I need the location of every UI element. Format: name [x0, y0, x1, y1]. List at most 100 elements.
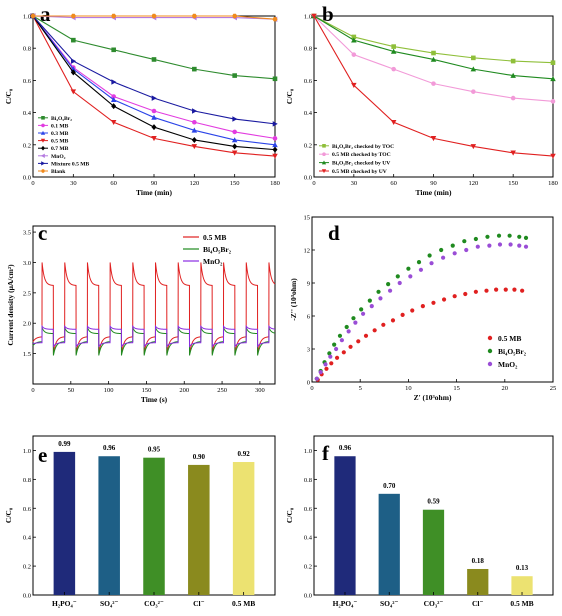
data-point — [550, 76, 556, 82]
y-tick-label: 0.8 — [304, 477, 312, 484]
y-tick-label: 1.0 — [23, 448, 31, 455]
x-tick-label: 180 — [270, 180, 280, 187]
bar-value-label: 0.96 — [103, 444, 116, 452]
data-point — [311, 13, 317, 19]
data-point — [427, 253, 432, 258]
x-tick-label: 150 — [230, 180, 240, 187]
series-line — [32, 15, 276, 80]
legend: 0.5 MB Bi₄O₅Br₂ MnO₂ — [487, 334, 527, 369]
data-point — [418, 267, 424, 272]
data-point — [387, 288, 393, 293]
data-point — [369, 304, 374, 309]
bar — [467, 568, 489, 595]
y-tick-label: 1.5 — [23, 351, 31, 358]
series-0.5 MB — [30, 13, 278, 159]
bar — [334, 456, 356, 595]
data-point — [359, 307, 364, 312]
legend-marker — [487, 335, 493, 341]
data-point — [471, 55, 476, 61]
data-point — [324, 366, 329, 371]
y-tick-label: 0.0 — [304, 175, 312, 182]
data-point — [431, 81, 436, 86]
series-Blank — [30, 13, 278, 22]
legend-marker — [487, 348, 493, 354]
data-point — [232, 13, 238, 19]
y-axis-label: C/C₀ — [4, 507, 13, 523]
data-point — [475, 244, 480, 249]
legend-label: Bi₄O₅Br₂ checked by UV — [332, 161, 390, 167]
legend-label: 0.1 MB — [51, 123, 69, 129]
panel-a: 0.0 0.2 0.4 0.6 0.8 1.0 0 30 60 90 120 150 180 Time (… — [4, 2, 280, 197]
data-point — [192, 108, 198, 114]
x-tick-label: 0 — [312, 180, 315, 187]
data-point — [111, 13, 117, 19]
data-point — [191, 136, 197, 143]
data-point — [272, 142, 278, 148]
y-tick-label: 0.2 — [23, 142, 31, 149]
x-tick-label: 0 — [31, 387, 34, 394]
x-tick-label: 90 — [430, 180, 437, 187]
series-line — [32, 15, 276, 157]
category-label: Cl⁻ — [472, 599, 484, 608]
legend: 0.5 MB Bi₄O₅Br₂ MnO₂ — [183, 233, 232, 266]
data-point — [390, 48, 397, 54]
x-tick-label: 20 — [502, 385, 509, 392]
legend-label: 0.5 MB checked by TOC — [332, 152, 391, 158]
data-point — [372, 328, 377, 333]
x-tick-label: 25 — [550, 385, 557, 392]
x-tick-label: 50 — [68, 387, 75, 394]
legend-label: MnO₂ — [498, 360, 518, 369]
data-point — [192, 66, 197, 72]
y-tick-label: 1.0 — [304, 14, 312, 21]
data-point — [151, 108, 157, 114]
legend-label: 0.3 MB — [51, 131, 69, 137]
panel-e: 0.0 0.2 0.4 0.6 0.8 1.0 C/C₀ e 0.99 H₂PO₄⁻ 0.96 SO₄… — [4, 435, 276, 608]
legend-marker — [41, 116, 45, 120]
data-point — [314, 376, 319, 381]
data-point — [378, 296, 383, 301]
bar — [511, 576, 533, 595]
data-point — [390, 318, 396, 323]
plot-frame — [32, 225, 276, 385]
series-line — [313, 15, 554, 157]
x-axis-label: Time (min) — [416, 188, 452, 197]
panel-letter: e — [38, 443, 47, 467]
y-tick-label: 0.2 — [304, 564, 312, 571]
x-axis-label: Z' (10³ohm) — [414, 393, 452, 402]
data-point — [503, 287, 508, 292]
category-label: SO₄²⁻ — [380, 599, 399, 608]
y-tick-label: 1.0 — [23, 14, 31, 21]
data-point — [272, 153, 278, 159]
y-tick-label: 15 — [304, 215, 311, 222]
series-line — [313, 15, 554, 64]
bar-value-label: 0.90 — [193, 453, 206, 461]
y-tick-label: 12 — [304, 248, 311, 255]
x-tick-label: 0 — [31, 180, 34, 187]
legend-label: Bi₄O₅Br₂ — [203, 245, 232, 254]
y-tick-label: 0.4 — [23, 110, 32, 117]
data-point — [441, 255, 446, 260]
y-axis-label: C/C₀ — [285, 88, 294, 104]
plot-frame — [311, 216, 554, 383]
data-point — [431, 300, 436, 305]
data-point — [470, 66, 477, 72]
category-label: 0.5 MB — [232, 599, 255, 608]
y-tick-label: 0.2 — [304, 142, 312, 149]
data-point — [429, 261, 434, 266]
data-point — [439, 247, 444, 253]
legend-marker — [41, 161, 46, 166]
data-point — [232, 73, 237, 78]
data-point — [337, 333, 343, 338]
data-point — [111, 103, 117, 110]
data-point — [487, 243, 492, 248]
data-point — [520, 288, 525, 293]
data-point — [334, 346, 339, 352]
y-tick-label: 9 — [307, 281, 310, 288]
category-label: H₂PO₄⁻ — [333, 599, 358, 608]
bar-value-label: 0.92 — [238, 450, 251, 458]
x-tick-label: 10 — [405, 385, 412, 392]
y-axis-label: C/C₀ — [285, 507, 294, 523]
legend-label: 0.7 MB — [51, 146, 69, 152]
legend-marker — [322, 144, 326, 148]
